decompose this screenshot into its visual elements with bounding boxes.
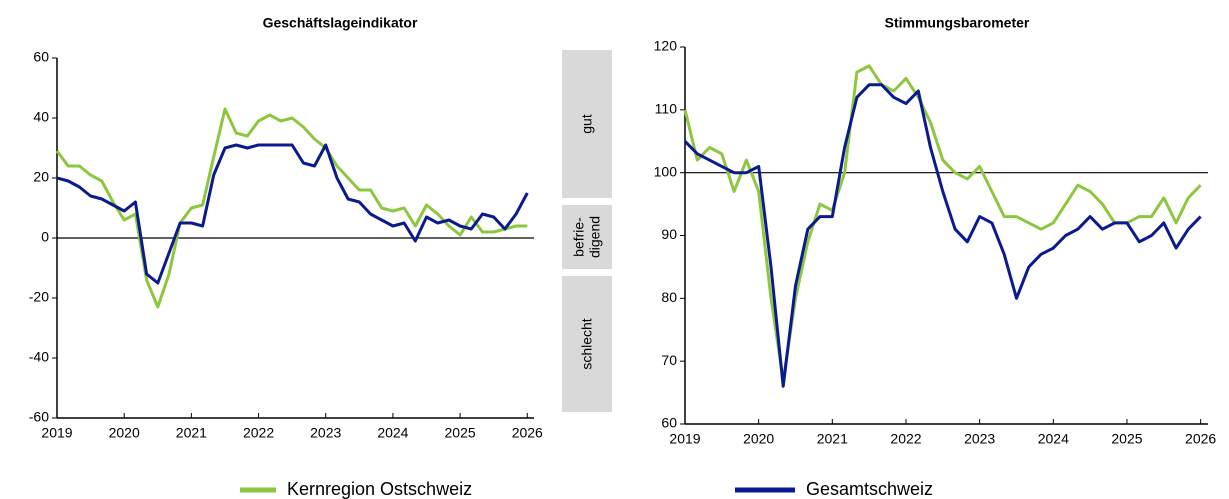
zone-label: digend — [587, 216, 603, 258]
y-tick-label: 120 — [654, 38, 678, 54]
x-tick-label: 2024 — [377, 425, 408, 441]
x-tick-label: 2020 — [109, 425, 140, 441]
series-line — [56, 143, 529, 285]
y-tick-label: 70 — [661, 352, 677, 368]
x-tick-label: 2023 — [964, 431, 995, 447]
y-tick-label: -20 — [29, 289, 49, 305]
x-tick-label: 2022 — [243, 425, 274, 441]
zone-box — [562, 205, 612, 269]
x-tick-label: 2026 — [512, 425, 543, 441]
y-tick-label: -60 — [29, 409, 49, 425]
x-tick-label: 2025 — [1111, 431, 1142, 447]
zone-box — [562, 276, 612, 412]
zone-label: gut — [579, 114, 595, 134]
legend-label: Kernregion Ostschweiz — [287, 479, 472, 499]
x-tick-label: 2019 — [41, 425, 72, 441]
x-tick-label: 2022 — [890, 431, 921, 447]
y-tick-label: 80 — [661, 289, 677, 305]
series-line — [683, 83, 1202, 388]
y-tick-label: 0 — [41, 229, 49, 245]
y-tick-label: 100 — [654, 163, 678, 179]
chart-title: Geschäftslageindikator — [263, 15, 418, 31]
y-tick-label: 60 — [33, 49, 49, 65]
x-tick-label: 2023 — [310, 425, 341, 441]
zone-label: schlecht — [579, 318, 595, 369]
zone-box — [562, 50, 612, 198]
x-tick-label: 2020 — [743, 431, 774, 447]
y-tick-label: 90 — [661, 226, 677, 242]
series-line — [55, 107, 528, 309]
y-tick-label: -40 — [29, 349, 49, 365]
y-tick-label: 20 — [33, 169, 49, 185]
legend-label: Gesamtschweiz — [806, 479, 933, 499]
x-tick-label: 2021 — [176, 425, 207, 441]
y-tick-label: 40 — [33, 109, 49, 125]
zone-label: befrie- — [571, 217, 587, 257]
x-tick-label: 2026 — [1185, 431, 1216, 447]
x-tick-label: 2024 — [1038, 431, 1069, 447]
y-tick-label: 60 — [661, 415, 677, 431]
chart-title: Stimmungsbarometer — [885, 15, 1030, 31]
x-tick-label: 2021 — [817, 431, 848, 447]
y-tick-label: 110 — [655, 101, 678, 117]
x-tick-label: 2025 — [445, 425, 476, 441]
x-tick-label: 2019 — [669, 431, 700, 447]
